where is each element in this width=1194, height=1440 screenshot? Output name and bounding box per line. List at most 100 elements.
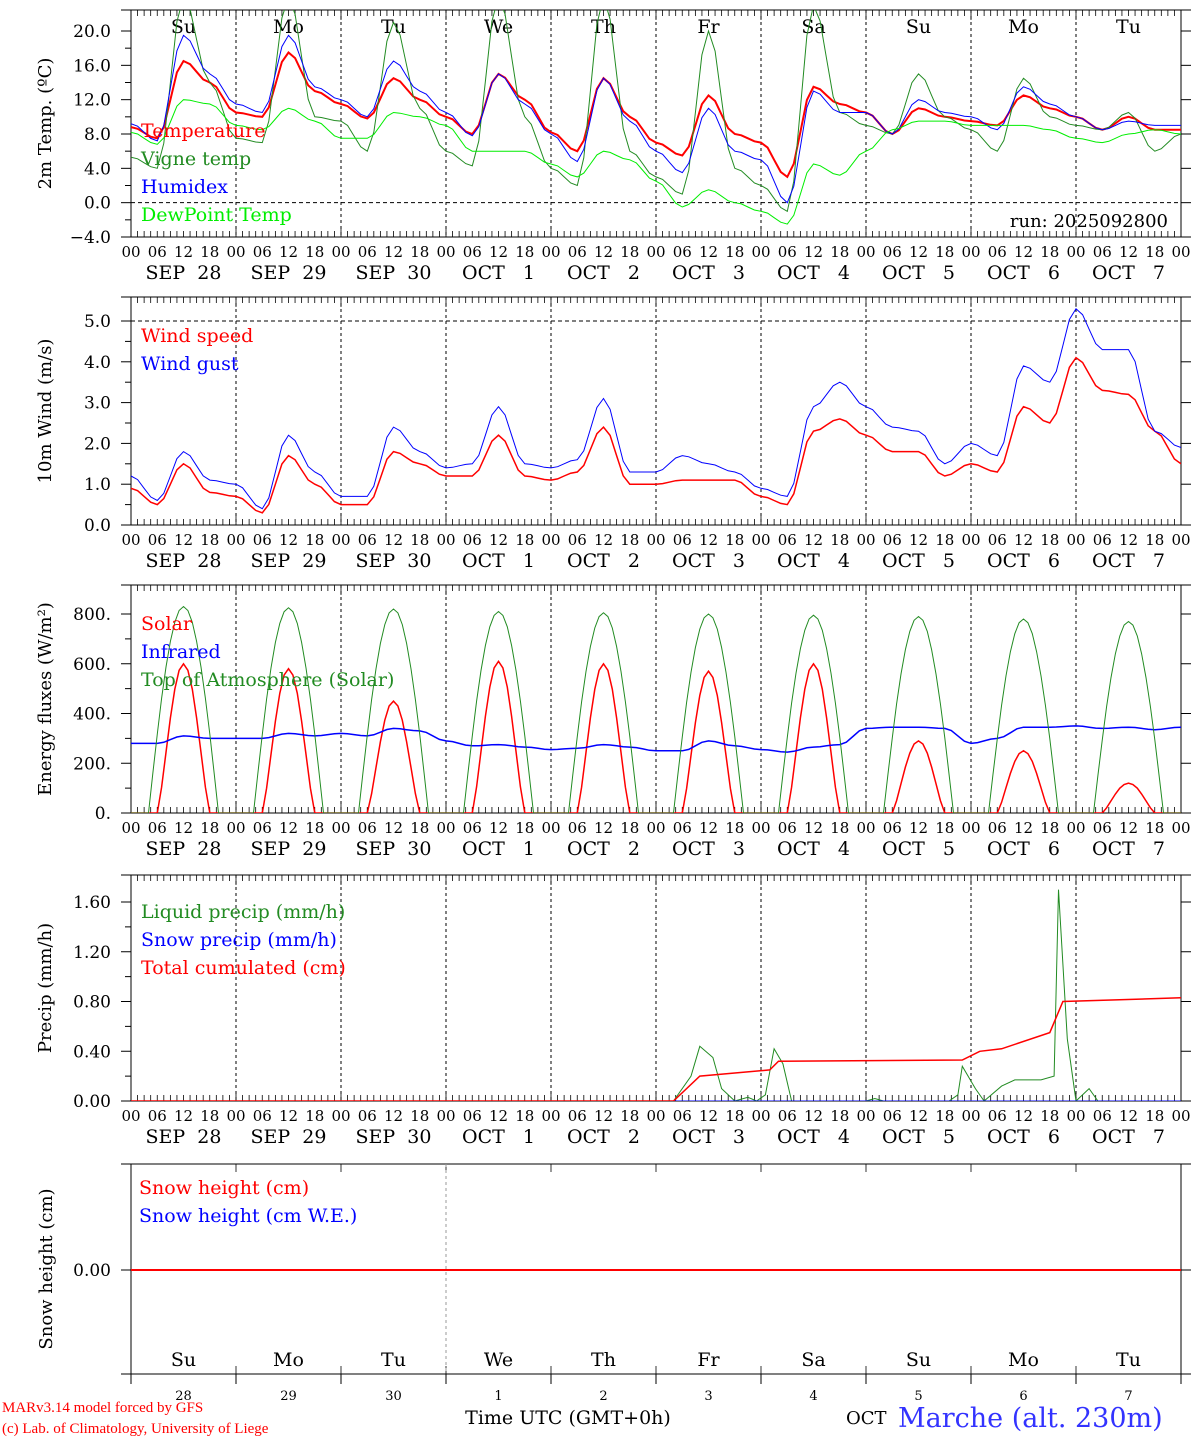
legend-entry: Temperature <box>141 120 265 142</box>
hour-label: 18 <box>1040 1107 1059 1125</box>
legend-entry: Infrared <box>141 641 221 663</box>
hour-label: 00 <box>226 1107 245 1125</box>
legend-entry: Vigne temp <box>140 148 251 170</box>
date-label: OCT 3 <box>672 262 745 284</box>
hour-label: 06 <box>883 819 902 837</box>
model-credit: MARv3.14 model forced by GFS <box>2 1400 203 1416</box>
hour-label: 00 <box>961 531 980 549</box>
y-tick-label: 0.80 <box>73 993 111 1013</box>
hour-label: 12 <box>489 819 508 837</box>
hour-label: 12 <box>1119 243 1138 261</box>
hour-label: 06 <box>673 243 692 261</box>
hour-label: 18 <box>200 531 219 549</box>
date-label: SEP 29 <box>251 1126 327 1148</box>
y-axis-title: 10m Wind (m/s) <box>35 339 56 484</box>
hour-label: 00 <box>121 819 140 837</box>
y-axis-title: Precip (mm/h) <box>35 923 56 1053</box>
legend-entry: Snow height (cm W.E.) <box>139 1205 357 1227</box>
y-tick-label: 400. <box>73 705 111 725</box>
hour-label: 18 <box>410 243 429 261</box>
date-label: OCT 3 <box>672 838 745 860</box>
hour-label: 06 <box>148 243 167 261</box>
hour-label: 00 <box>331 243 350 261</box>
series-line-solar <box>131 659 1181 813</box>
hour-label: 12 <box>804 531 823 549</box>
hour-label: 00 <box>856 819 875 837</box>
hour-label: 18 <box>1040 531 1059 549</box>
hour-label: 00 <box>121 531 140 549</box>
hour-label: 06 <box>988 1107 1007 1125</box>
legend-entry: Wind gust <box>141 353 239 375</box>
hour-label: 00 <box>856 1107 875 1125</box>
hour-label: 06 <box>148 1107 167 1125</box>
hour-label: 00 <box>646 1107 665 1125</box>
legend-entry: Humidex <box>141 176 228 198</box>
hour-label: 12 <box>384 819 403 837</box>
hour-label: 06 <box>673 1107 692 1125</box>
hour-label: 00 <box>1066 819 1085 837</box>
hour-label: 18 <box>515 1107 534 1125</box>
hour-label: 06 <box>358 1107 377 1125</box>
hour-label: 06 <box>148 819 167 837</box>
date-label: SEP 28 <box>146 838 222 860</box>
hour-label: 18 <box>620 531 639 549</box>
day-name-label: Su <box>906 16 931 38</box>
hour-label: 18 <box>725 243 744 261</box>
series-line-humidex <box>131 34 1181 204</box>
hour-label: 12 <box>1014 819 1033 837</box>
hour-label: 06 <box>1093 243 1112 261</box>
hour-label: 12 <box>699 243 718 261</box>
day-name-label: Th <box>591 1349 616 1371</box>
legend-entry: Wind speed <box>141 325 253 347</box>
day-name-label: Fr <box>697 16 720 38</box>
hour-label: 00 <box>1066 1107 1085 1125</box>
date-label: OCT 5 <box>882 838 955 860</box>
hour-label: 00 <box>1171 531 1190 549</box>
hour-label: 18 <box>200 243 219 261</box>
hour-label: 12 <box>1014 1107 1033 1125</box>
hour-label: 00 <box>121 1107 140 1125</box>
hour-label: 12 <box>804 243 823 261</box>
hour-label: 12 <box>1119 531 1138 549</box>
hour-label: 06 <box>253 819 272 837</box>
hour-label: 00 <box>1066 531 1085 549</box>
date-label: OCT 4 <box>777 838 850 860</box>
date-label: OCT 2 <box>567 262 640 284</box>
month-label: OCT <box>846 1408 887 1429</box>
hour-label: 00 <box>121 243 140 261</box>
hour-label: 18 <box>725 1107 744 1125</box>
hour-label: 00 <box>541 819 560 837</box>
hour-label: 12 <box>489 243 508 261</box>
hour-label: 06 <box>988 243 1007 261</box>
hour-label: 06 <box>778 243 797 261</box>
day-name-label: Tu <box>381 1349 406 1371</box>
hour-label: 00 <box>331 819 350 837</box>
hour-label: 12 <box>1014 531 1033 549</box>
series-line-infrared <box>131 725 1181 753</box>
hour-label: 00 <box>856 243 875 261</box>
y-tick-label: 16.0 <box>73 56 111 76</box>
y-tick-label: 0.00 <box>73 1261 111 1281</box>
hour-label: 18 <box>515 531 534 549</box>
hour-label: 18 <box>830 243 849 261</box>
hour-label: 00 <box>1171 819 1190 837</box>
y-tick-label: 1.60 <box>73 893 111 913</box>
date-label: OCT 4 <box>777 550 850 572</box>
day-number-label: 6 <box>1019 1389 1027 1404</box>
panel-5: 0.00 Snow height (cm) Su 28 Mo 29 Tu 30 We 1 Th 2 Fr… <box>36 1163 1191 1404</box>
hour-label: 18 <box>620 1107 639 1125</box>
y-tick-label: 3.0 <box>84 394 111 414</box>
date-label: SEP 29 <box>251 550 327 572</box>
hour-label: 18 <box>515 243 534 261</box>
hour-label: 12 <box>594 243 613 261</box>
hour-label: 18 <box>410 819 429 837</box>
hour-label: 00 <box>436 1107 455 1125</box>
hour-label: 12 <box>594 1107 613 1125</box>
hour-label: 18 <box>620 819 639 837</box>
y-tick-label: 8.0 <box>84 125 111 145</box>
hour-label: 00 <box>331 1107 350 1125</box>
panel-3: 800. 600. 400. 200. 0. Energy fluxes (W/m²) 00… <box>35 584 1191 860</box>
hour-label: 12 <box>489 531 508 549</box>
hour-label: 06 <box>778 1107 797 1125</box>
